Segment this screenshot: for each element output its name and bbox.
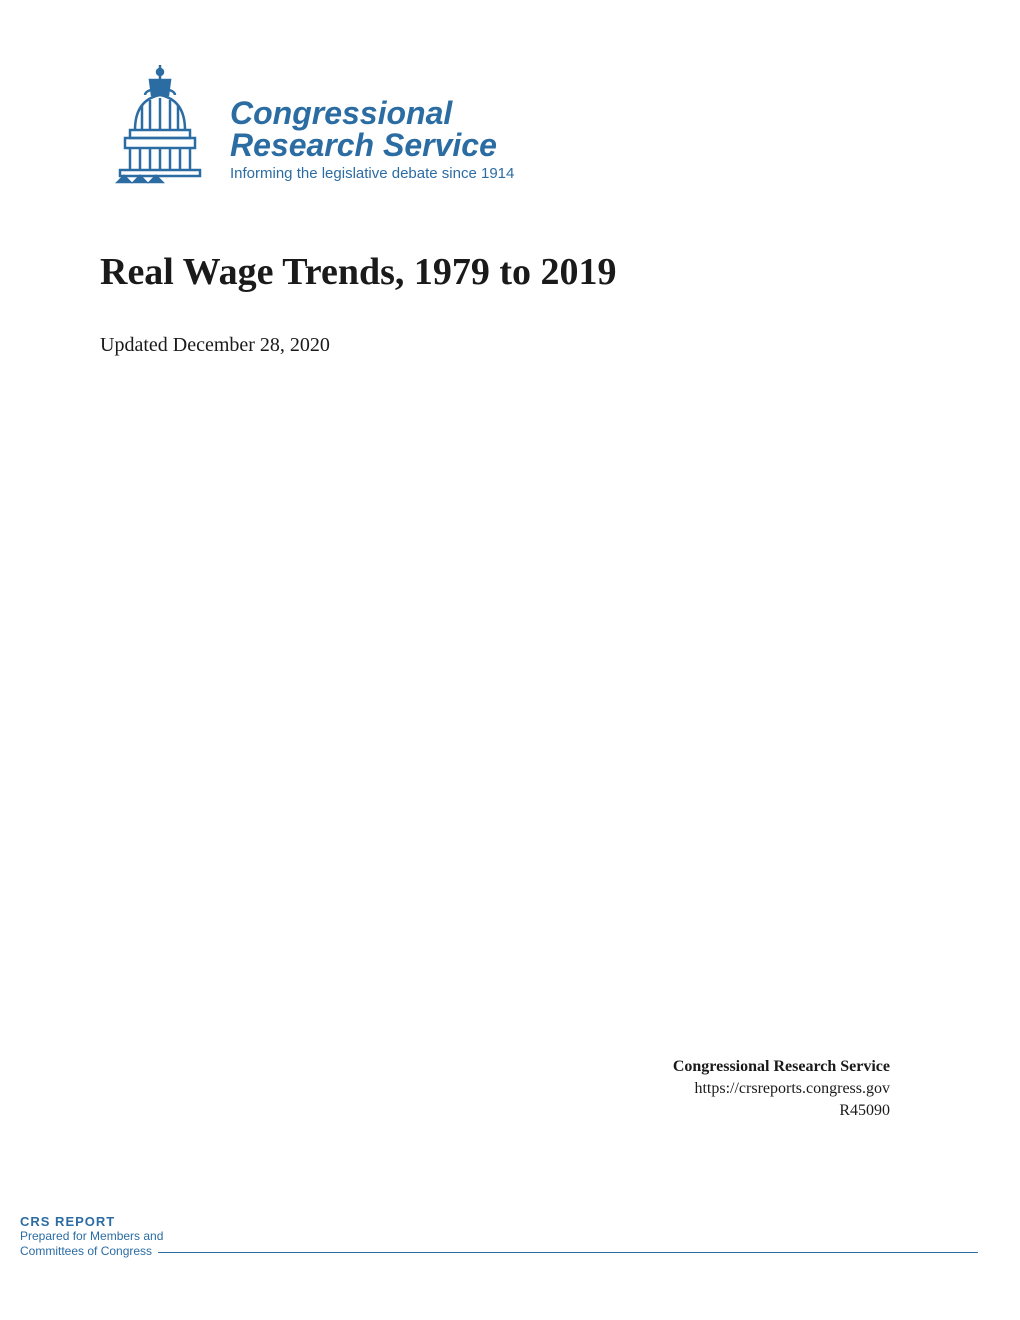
footer-rule-row: Committees of Congress: [20, 1244, 978, 1260]
updated-date: Updated December 28, 2020: [100, 334, 920, 357]
header-section: Congressional Research Service Informing…: [100, 60, 920, 190]
document-title: Real Wage Trends, 1979 to 2019: [100, 250, 920, 294]
prepared-for-line2: Committees of Congress: [20, 1244, 152, 1260]
footer-left-block: CRS REPORT Prepared for Members and Comm…: [20, 1214, 978, 1260]
capitol-dome-icon: [100, 60, 220, 190]
tagline-text: Informing the legislative debate since 1…: [230, 165, 514, 182]
logo-text-block: Congressional Research Service Informing…: [230, 97, 522, 190]
footer-org-name: Congressional Research Service: [673, 1058, 890, 1076]
crs-report-label: CRS REPORT: [20, 1214, 978, 1229]
footer-url: https://crsreports.congress.gov: [673, 1080, 890, 1098]
logo-area: Congressional Research Service Informing…: [100, 60, 920, 190]
tagline-row: Informing the legislative debate since 1…: [230, 161, 522, 182]
footer-rule: [158, 1252, 978, 1253]
org-name-line2: Research Service: [230, 129, 522, 161]
footer-right-block: Congressional Research Service https://c…: [673, 1058, 890, 1120]
prepared-for-line1: Prepared for Members and: [20, 1229, 978, 1245]
footer-report-code: R45090: [673, 1102, 890, 1120]
document-page: Congressional Research Service Informing…: [0, 0, 1020, 1320]
org-name-line1: Congressional: [230, 97, 522, 129]
